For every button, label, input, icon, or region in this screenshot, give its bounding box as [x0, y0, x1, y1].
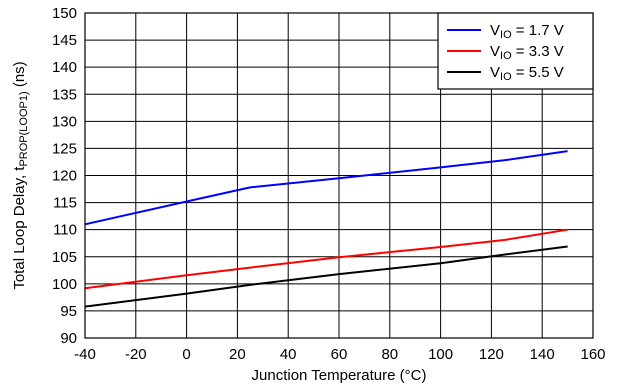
x-tick-label: -40: [74, 346, 96, 363]
legend: VIO = 1.7 V VIO = 3.3 V VIO = 5.5 V: [437, 12, 594, 90]
x-tick-label: 100: [428, 346, 453, 363]
legend-label-2: VIO = 3.3 V: [490, 43, 564, 62]
x-tick-label: 120: [479, 346, 504, 363]
y-axis-title: Total Loop Delay, tPROP(LOOP1) (ns): [11, 61, 30, 289]
x-tick-label: 60: [331, 346, 348, 363]
y-tick-label: 90: [60, 330, 77, 347]
x-tick-label: 40: [280, 346, 297, 363]
y-tick-label: 110: [53, 222, 77, 239]
y-tick-label: 105: [52, 249, 77, 266]
y-tick-label: 130: [52, 113, 77, 130]
y-tick-label: 135: [52, 86, 77, 103]
y-axis-title-main: Total Loop Delay, t: [11, 166, 28, 290]
series-line-3: [84, 245, 568, 308]
y-tick-label: 115: [53, 195, 77, 212]
x-axis-title: Junction Temperature (°C): [252, 367, 427, 384]
x-tick-label: -20: [125, 346, 147, 363]
series-line-2: [84, 228, 568, 290]
x-tick-label: 160: [580, 346, 605, 363]
y-tick-label: 95: [60, 303, 77, 320]
y-tick-label: 100: [52, 276, 77, 293]
y-axis-title-subscript: PROP(LOOP1): [18, 91, 30, 166]
x-tick-labels: -40 -20 0 20 40 60 80 100 120 140 160: [74, 346, 605, 363]
x-tick-label: 0: [182, 346, 190, 363]
x-tick-label: 140: [530, 346, 555, 363]
legend-label-3: VIO = 5.5 V: [490, 64, 564, 83]
y-axis-title-suffix: (ns): [11, 61, 28, 91]
series-lines: [84, 150, 568, 308]
x-tick-label: 20: [229, 346, 246, 363]
y-tick-label: 120: [52, 168, 77, 185]
y-tick-label: 140: [52, 59, 77, 76]
y-tick-label: 125: [52, 140, 77, 157]
y-tick-label: 150: [52, 5, 77, 22]
plot-frame: [84, 12, 594, 339]
series-line-1: [84, 150, 568, 226]
x-tick-label: 80: [381, 346, 398, 363]
y-tick-labels: 90 95 100 105 110 115 120 125 130 135 140 145 150: [52, 5, 77, 347]
legend-label-1: VIO = 1.7 V: [490, 22, 564, 41]
y-tick-label: 145: [52, 32, 77, 49]
